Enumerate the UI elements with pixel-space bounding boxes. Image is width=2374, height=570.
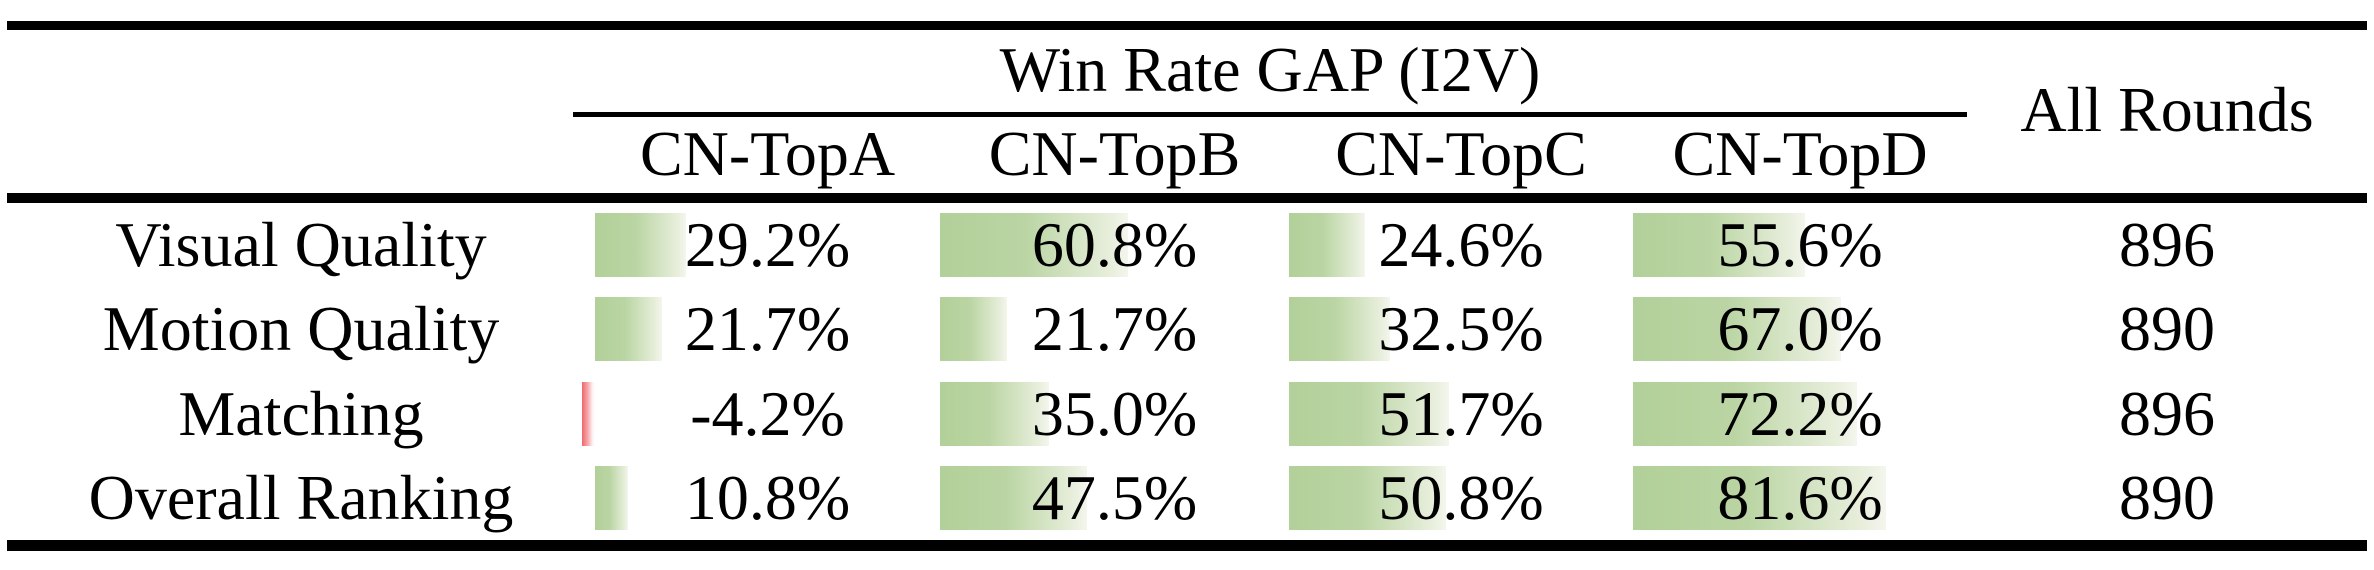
data-bar bbox=[1289, 213, 1366, 278]
cell-value: 29.2% bbox=[684, 209, 851, 281]
row-label: Overall Ranking bbox=[88, 461, 514, 533]
data-bar bbox=[940, 297, 1008, 362]
cell-value: -4.2% bbox=[690, 377, 845, 449]
data-cell: 21.7% bbox=[595, 287, 940, 371]
cell-value: 55.6% bbox=[1717, 209, 1883, 281]
data-cell: 10.8% bbox=[595, 456, 940, 540]
cell-value: 67.0% bbox=[1717, 293, 1883, 365]
cell-value: 51.7% bbox=[1378, 377, 1544, 449]
group-header-underline bbox=[573, 112, 1967, 117]
all-rounds-value: 890 bbox=[2119, 293, 2215, 365]
column-header-cn-topc: CN-TopC bbox=[1335, 118, 1587, 189]
data-bar bbox=[1289, 381, 1450, 446]
row-label: Matching bbox=[178, 377, 424, 449]
column-header-row: CN-TopA CN-TopB CN-TopC CN-TopD bbox=[7, 115, 2367, 193]
data-cell: 55.6% bbox=[1633, 203, 1967, 287]
cell-value: 21.7% bbox=[1031, 293, 1198, 365]
data-cell: 29.2% bbox=[595, 203, 940, 287]
data-cell: 21.7% bbox=[940, 287, 1289, 371]
cell-value: 35.0% bbox=[1031, 377, 1198, 449]
data-cell: 32.5% bbox=[1289, 287, 1633, 371]
row-label: Visual Quality bbox=[115, 209, 487, 281]
column-header-cn-topd: CN-TopD bbox=[1672, 118, 1928, 189]
data-cell: 67.0% bbox=[1633, 287, 1967, 371]
table-row-motion-quality: Motion Quality 21.7% 21.7% 32.5% 67.0% 8… bbox=[7, 287, 2367, 371]
data-bar bbox=[1289, 465, 1447, 530]
data-cell: 24.6% bbox=[1289, 203, 1633, 287]
header-body-rule bbox=[7, 193, 2367, 203]
table-body: Visual Quality 29.2% 60.8% 24.6% 55.6% 8… bbox=[7, 203, 2367, 540]
data-cell: 60.8% bbox=[940, 203, 1289, 287]
cell-value: 81.6% bbox=[1717, 461, 1883, 533]
data-bar bbox=[940, 381, 1049, 446]
data-bar bbox=[1633, 381, 1857, 446]
all-rounds-value: 896 bbox=[2119, 377, 2215, 449]
data-bar bbox=[1633, 213, 1806, 278]
data-bar bbox=[940, 465, 1088, 530]
row-label: Motion Quality bbox=[102, 293, 500, 365]
cell-value: 10.8% bbox=[684, 461, 851, 533]
all-rounds-value: 890 bbox=[2119, 461, 2215, 533]
all-rounds-value: 896 bbox=[2119, 209, 2215, 281]
top-rule bbox=[7, 21, 2367, 30]
data-bar bbox=[595, 213, 686, 278]
cell-value: 32.5% bbox=[1378, 293, 1544, 365]
cell-value: 72.2% bbox=[1717, 377, 1883, 449]
all-rounds-header-spacer bbox=[1967, 115, 2367, 193]
cell-value: 21.7% bbox=[684, 293, 851, 365]
data-bar-negative bbox=[581, 381, 595, 446]
cell-value: 50.8% bbox=[1378, 461, 1544, 533]
data-cell: 47.5% bbox=[940, 456, 1289, 540]
all-rounds-header: All Rounds bbox=[2020, 74, 2314, 145]
data-bar bbox=[1633, 297, 1841, 362]
bottom-rule bbox=[7, 540, 2367, 551]
group-header-title: Win Rate GAP (I2V) bbox=[999, 34, 1541, 105]
data-bar bbox=[595, 465, 629, 530]
column-header-cn-topa: CN-TopA bbox=[639, 118, 896, 189]
table-row-overall-ranking: Overall Ranking 10.8% 47.5% 50.8% 81.6% … bbox=[7, 456, 2367, 540]
data-cell: 81.6% bbox=[1633, 456, 1967, 540]
data-bar bbox=[940, 213, 1129, 278]
column-header-cn-topb: CN-TopB bbox=[988, 118, 1241, 189]
data-cell: 72.2% bbox=[1633, 372, 1967, 456]
data-cell: 51.7% bbox=[1289, 372, 1633, 456]
data-cell: 50.8% bbox=[1289, 456, 1633, 540]
data-cell: 35.0% bbox=[940, 372, 1289, 456]
table-row-matching: Matching -4.2% 35.0% 51.7% 72.2% 896 bbox=[7, 372, 2367, 456]
data-bar bbox=[1633, 465, 1886, 530]
cell-value: 24.6% bbox=[1378, 209, 1544, 281]
data-bar bbox=[1289, 297, 1390, 362]
table-row-visual-quality: Visual Quality 29.2% 60.8% 24.6% 55.6% 8… bbox=[7, 203, 2367, 287]
row-label-header-empty bbox=[7, 115, 595, 193]
cell-value: 60.8% bbox=[1031, 209, 1198, 281]
data-bar bbox=[595, 297, 663, 362]
cell-value: 47.5% bbox=[1031, 461, 1198, 533]
data-cell: -4.2% bbox=[581, 372, 940, 456]
